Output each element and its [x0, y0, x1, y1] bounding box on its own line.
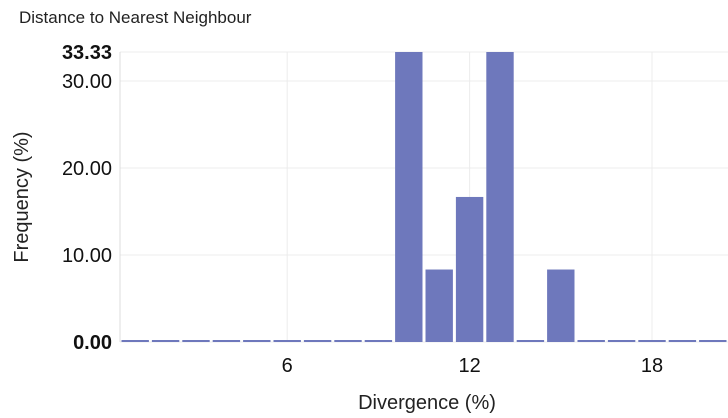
y-tick-label-4: 33.33 [62, 42, 112, 64]
bar-5 [243, 340, 271, 342]
bar-10 [395, 52, 423, 342]
y-tick-label-0: 0.00 [73, 332, 112, 354]
bar-11 [425, 269, 453, 342]
chart-title: Distance to Nearest Neighbour [19, 8, 252, 27]
bar-12 [455, 196, 484, 342]
x-axis-title: Divergence (%) [358, 392, 496, 414]
x-tick-label-2: 18 [641, 355, 663, 377]
bar-8 [334, 340, 362, 342]
bar-15 [547, 269, 575, 342]
axes: 0.00 10.00 20.00 30.00 33.33 6 12 18 [62, 42, 663, 377]
x-tick-label-0: 6 [282, 355, 293, 377]
bar-13 [486, 52, 514, 342]
bar-19 [668, 340, 697, 342]
y-tick-label-2: 20.00 [62, 158, 112, 180]
bars [121, 52, 727, 342]
bar-7 [303, 340, 332, 342]
bar-6 [273, 340, 301, 342]
y-tick-label-1: 10.00 [62, 245, 112, 267]
bar-1 [121, 340, 149, 342]
bar-20 [699, 340, 727, 342]
bar-18 [638, 340, 666, 342]
x-tick-label-1: 12 [458, 355, 480, 377]
bar-4 [212, 340, 241, 342]
bar-16 [577, 340, 605, 342]
bar-17 [607, 340, 636, 342]
bar-2 [151, 340, 180, 342]
bar-14 [516, 340, 545, 342]
y-axis-title: Frequency (%) [11, 131, 33, 262]
grid-lines [120, 51, 728, 343]
bar-9 [364, 340, 393, 342]
y-tick-label-3: 30.00 [62, 71, 112, 93]
bar-3 [182, 340, 210, 342]
